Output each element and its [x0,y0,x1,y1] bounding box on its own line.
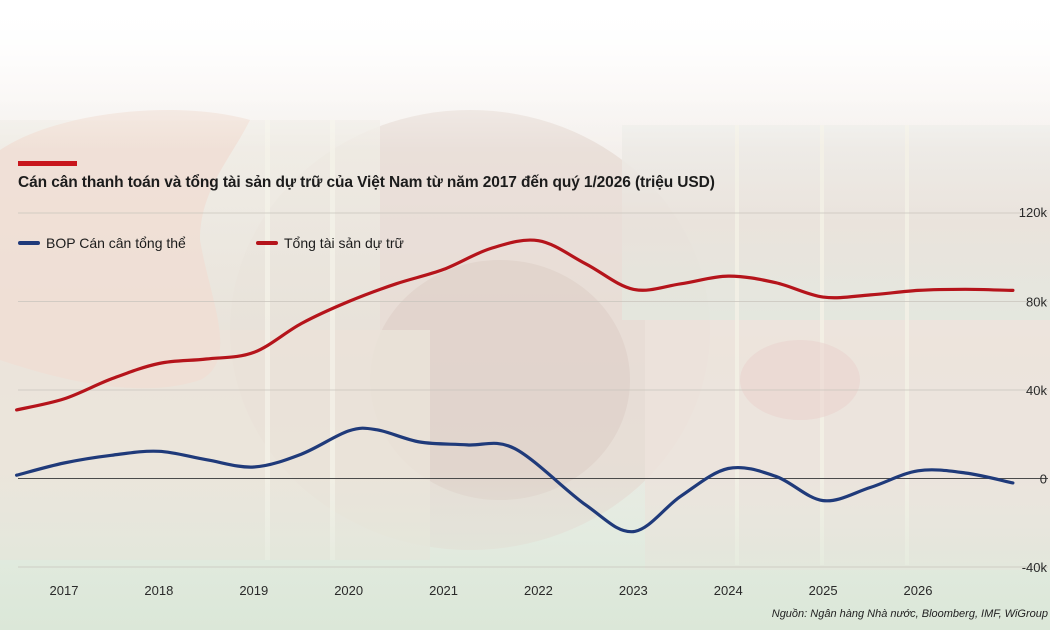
x-tick-label: 2022 [524,583,553,598]
chart-title: Cán cân thanh toán và tổng tài sản dự tr… [18,174,715,191]
legend-item-bop: BOP Cán cân tổng thể [18,235,186,251]
x-tick-label: 2018 [144,583,173,598]
legend-swatch-bop [18,241,40,245]
x-tick-label: 2021 [429,583,458,598]
series-lines [15,238,1015,534]
y-tick-label: 40k [1026,383,1047,398]
legend-item-reserves: Tổng tài sản dự trữ [256,235,404,251]
x-tick-label: 2023 [619,583,648,598]
source-note: Nguồn: Ngân hàng Nhà nước, Bloomberg, IM… [771,608,1048,620]
series-line-reserves [15,238,1015,412]
gridlines [18,212,1048,568]
y-tick-label: -40k [1022,560,1048,575]
y-tick-label: 120k [1019,205,1048,220]
series-line-bop [15,426,1015,534]
y-axis-tick-labels: 120k 80k 40k 0 -40k [1019,205,1048,575]
legend-label-bop: BOP Cán cân tổng thể [46,235,186,251]
y-tick-label: 0 [1040,472,1047,487]
x-tick-label: 2026 [904,583,933,598]
x-tick-label: 2024 [714,583,743,598]
legend-swatch-reserves [256,241,278,245]
x-tick-label: 2020 [334,583,363,598]
title-accent-bar [18,161,77,166]
legend-label-reserves: Tổng tài sản dự trữ [284,235,404,251]
x-axis-tick-labels: 2017 2018 2019 2020 2021 2022 2023 2024 2025 2026 [50,583,933,598]
x-tick-label: 2019 [239,583,268,598]
x-tick-label: 2017 [50,583,79,598]
x-tick-label: 2025 [809,583,838,598]
y-tick-label: 80k [1026,295,1047,310]
